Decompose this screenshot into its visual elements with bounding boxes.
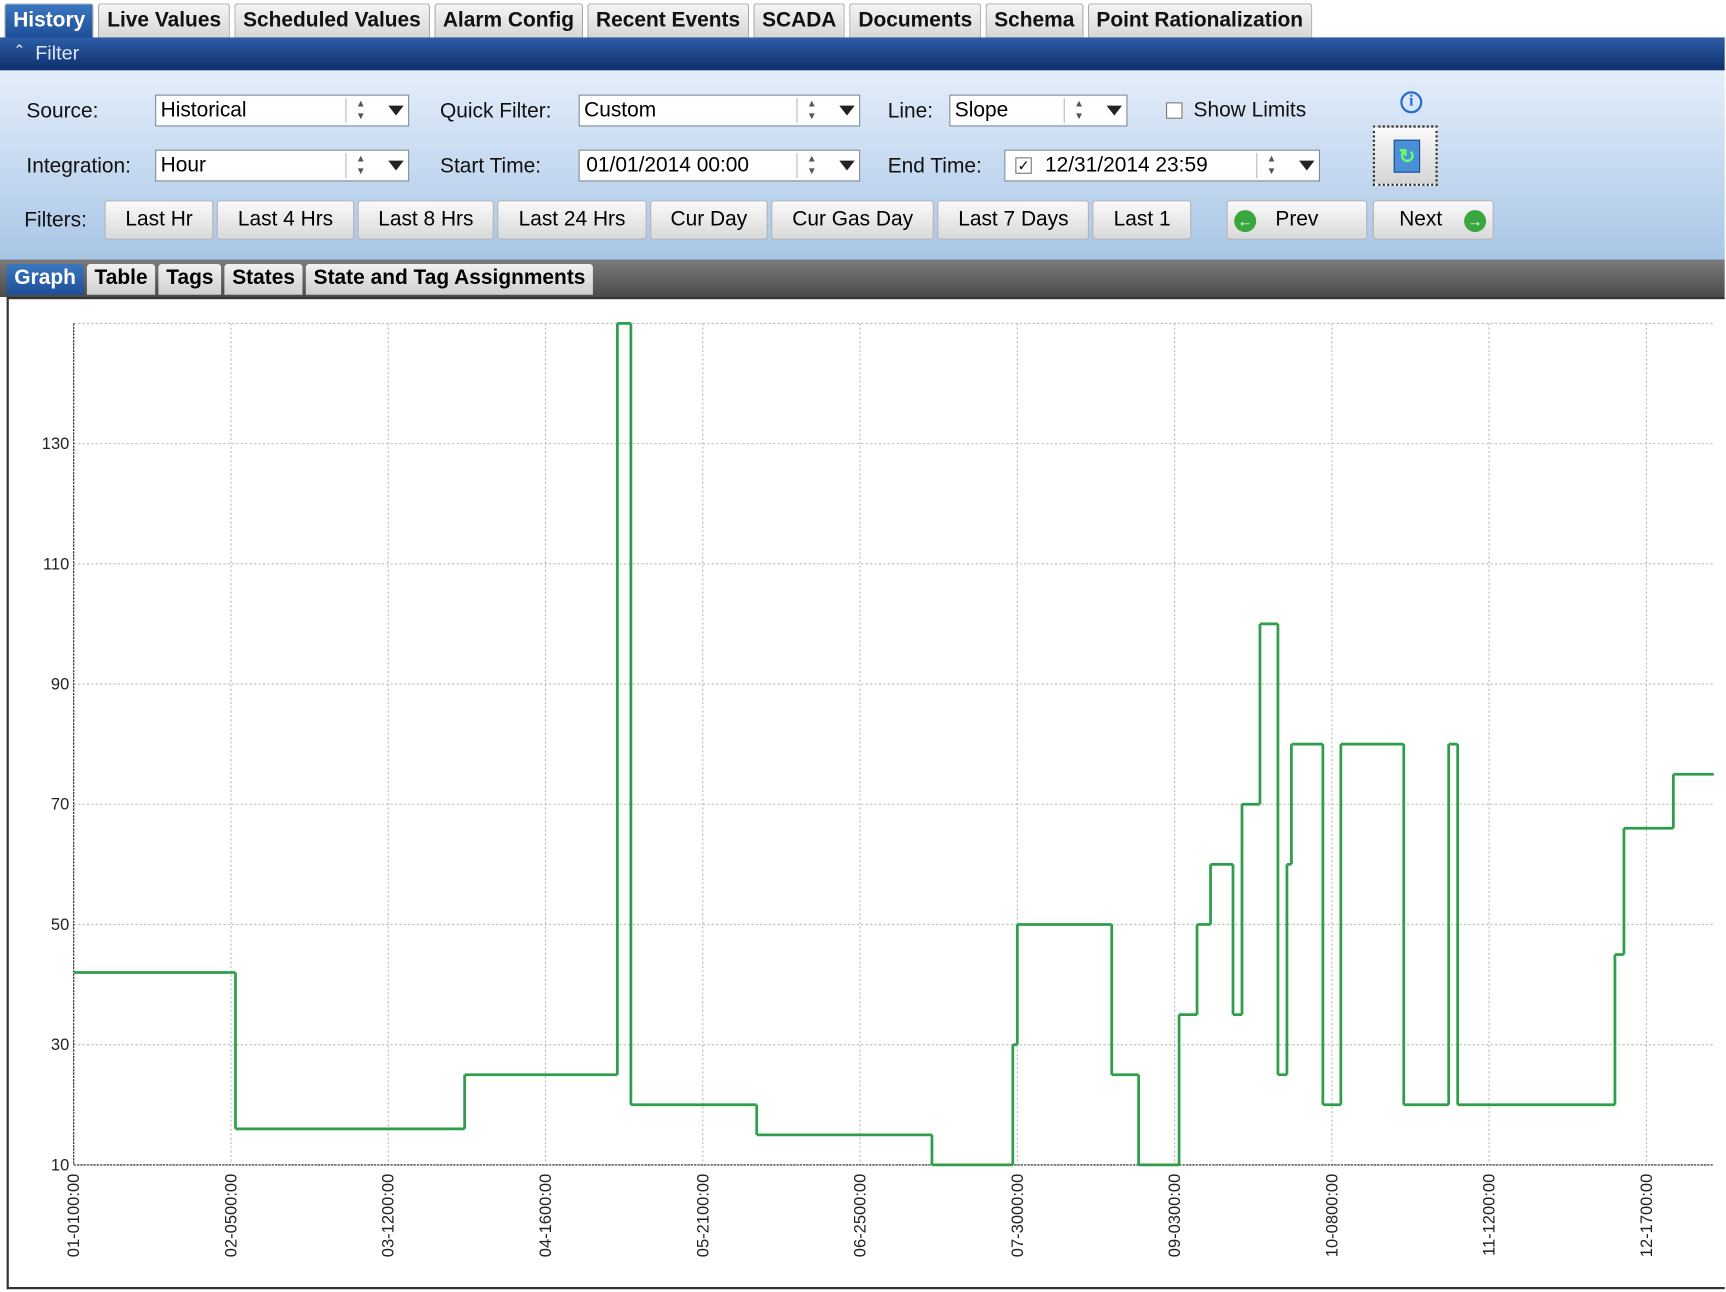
quick-filter-label: Quick Filter: [440,100,552,124]
subtab[interactable]: Graph [6,264,84,295]
main-tab[interactable]: Scheduled Values [234,3,430,39]
prev-label: Prev [1275,207,1319,231]
subtab[interactable]: States [224,264,303,295]
end-time-input[interactable]: ✓ 12/31/2014 23:59 ▲ ▼ [1004,149,1320,182]
y-tick-label: 50 [51,916,69,934]
source-select[interactable]: Historical ▲ ▼ [155,94,410,127]
collapse-icon[interactable]: ⌃ [13,41,26,59]
y-tick-label: 90 [51,676,69,694]
spinner[interactable]: ▲ ▼ [345,97,375,124]
quick-filter-select[interactable]: Custom ▲ ▼ [578,94,861,127]
main-tab[interactable]: History [4,3,95,39]
spinner[interactable]: ▲ ▼ [1063,97,1094,124]
line-value: Slope [954,99,1009,123]
dropdown-arrow[interactable] [388,160,404,171]
y-tick-label: 130 [42,435,70,453]
next-button[interactable]: Next → [1372,200,1494,240]
line-select[interactable]: Slope ▲ ▼ [949,94,1128,127]
dropdown-arrow[interactable] [1106,105,1122,116]
y-tick-label: 10 [51,1156,69,1174]
x-tick-label: 03-1200:00 [380,1174,398,1258]
show-limits-checkbox[interactable] [1166,102,1183,119]
end-time-label: End Time: [887,155,982,179]
subtab[interactable]: State and Tag Assignments [305,264,594,295]
subtab[interactable]: Tags [158,264,222,295]
spinner[interactable]: ▲ ▼ [796,97,826,124]
filter-title: Filter [35,41,80,64]
quick-filter-button[interactable]: Last 7 Days [937,200,1090,240]
end-time-checkbox[interactable]: ✓ [1015,157,1032,174]
next-label: Next [1399,207,1443,231]
chart: 10 30 50 70 90 110 130 01-0100:00 02-0500:00 03-1… [42,322,1714,1258]
dropdown-arrow[interactable] [388,105,404,116]
line-label: Line: [887,100,934,124]
quick-filter-button[interactable]: Last 8 Hrs [357,200,495,240]
end-time-value: 12/31/2014 23:59 [1045,154,1208,178]
main-tab[interactable]: Live Values [98,3,230,39]
x-tick-label: 07-3000:00 [1009,1174,1027,1257]
main-tab[interactable]: Documents [849,3,982,39]
next-icon: → [1464,210,1487,233]
source-label: Source: [26,100,99,124]
quick-filter-button[interactable]: Last 24 Hrs [497,200,647,240]
x-tick-label: 12-1700:00 [1638,1174,1656,1257]
spinner[interactable]: ▲ ▼ [345,152,375,179]
x-tick-label: 02-0500:00 [222,1174,240,1257]
quick-filter-button[interactable]: Last 1 [1092,200,1192,240]
main-tab[interactable]: Recent Events [587,3,749,39]
dropdown-arrow[interactable] [839,105,855,116]
integration-value: Hour [160,154,206,178]
main-tab[interactable]: Schema [985,3,1084,39]
start-time-label: Start Time: [440,155,542,179]
x-tick-label: 01-0100:00 [65,1174,83,1257]
prev-icon: ← [1234,210,1257,233]
x-tick-label: 05-2100:00 [694,1174,712,1258]
main-tab[interactable]: SCADA [753,3,846,39]
y-tick-label: 70 [51,796,69,814]
subtab[interactable]: Table [86,264,156,295]
x-tick-label: 10-0800:00 [1323,1174,1341,1257]
show-limits-label: Show Limits [1193,99,1307,123]
prev-button[interactable]: ← Prev [1226,200,1368,240]
info-icon[interactable]: i [1400,91,1423,114]
quick-filter-button[interactable]: Last 4 Hrs [216,200,355,240]
x-tick-label: 09-0300:00 [1166,1174,1184,1258]
dropdown-arrow[interactable] [1299,160,1315,171]
main-tab[interactable]: Point Rationalization [1087,3,1312,39]
spinner[interactable]: ▲ ▼ [796,152,826,179]
quick-filter-button[interactable]: Cur Day [649,200,769,240]
quick-filter-button[interactable]: Cur Gas Day [771,200,935,240]
start-time-value: 01/01/2014 00:00 [586,154,750,178]
quick-filter-buttons: Last Hr Last 4 Hrs Last 8 Hrs Last 24 Hrs Cu… [104,200,1211,242]
quick-filter-value: Custom [584,99,657,123]
y-tick-label: 30 [51,1036,69,1054]
x-tick-label: 11-1200:00 [1481,1174,1499,1256]
x-tick-label: 04-1600:00 [537,1174,555,1257]
spinner[interactable]: ▲ ▼ [1256,152,1286,179]
subtabs: Graph Table Tags States State and Tag Assign… [6,264,594,295]
quick-filter-button[interactable]: Last Hr [104,200,214,240]
main-tabs: History Live Values Scheduled Values Alarm … [4,3,1312,39]
x-tick-label: 06-2500:00 [852,1174,870,1258]
integration-select[interactable]: Hour ▲ ▼ [155,149,410,182]
y-tick-label: 110 [43,555,69,573]
integration-label: Integration: [26,155,131,179]
main-tab[interactable]: Alarm Config [434,3,583,39]
filter-header[interactable]: ⌃ Filter [0,37,1725,71]
graph-panel: 10 30 50 70 90 110 130 01-0100:00 02-0500:00 03-1… [6,297,1725,1290]
refresh-icon: ↻ [1393,139,1421,173]
dropdown-arrow[interactable] [839,160,855,171]
filters-label: Filters: [24,209,87,233]
refresh-button[interactable]: ↻ [1372,125,1438,186]
source-value: Historical [160,99,247,123]
start-time-input[interactable]: 01/01/2014 00:00 ▲ ▼ [578,149,861,182]
